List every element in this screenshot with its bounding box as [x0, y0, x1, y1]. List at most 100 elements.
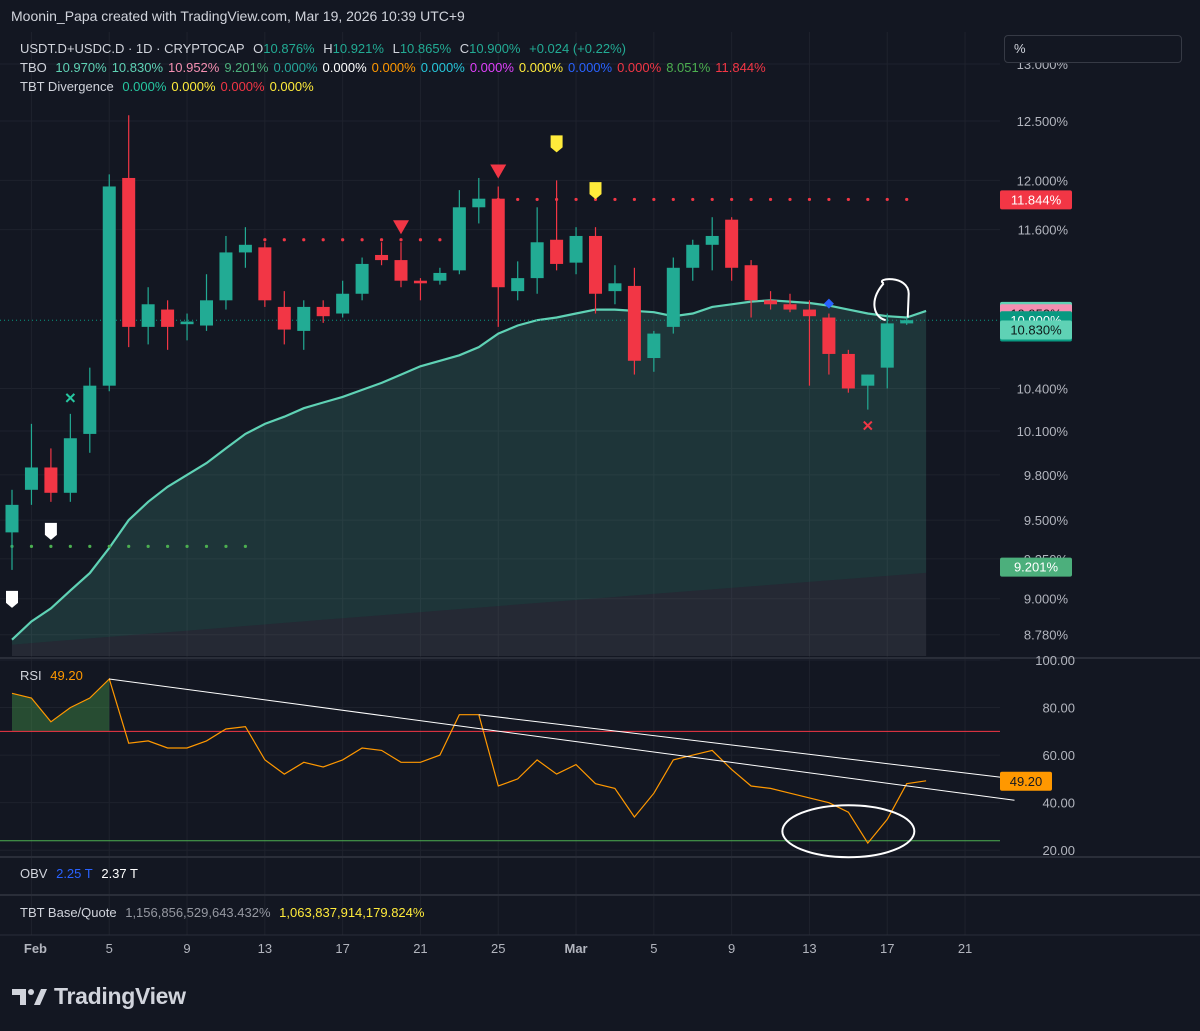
price-axis: 13.000%12.500%12.000%11.600%10.400%10.10… [1000, 57, 1075, 858]
candlestick-series [5, 115, 914, 570]
footer [0, 970, 1200, 1031]
candle-body [258, 247, 272, 301]
price-tick-7: 9.500% [1024, 513, 1069, 528]
candle-body [44, 467, 58, 493]
tradingview-logo-icon [12, 988, 47, 1005]
level-dot-0-14 [282, 238, 286, 242]
candle [511, 261, 525, 301]
tbo-lower-band [12, 572, 927, 656]
div-legend-value-2: 0.000% [220, 79, 265, 94]
tbt-base-quote-label[interactable]: TBT Base/Quote [20, 905, 117, 920]
level-dot-1-34 [671, 197, 675, 202]
candle-body [238, 244, 252, 253]
flag-marker [589, 182, 602, 200]
level-dot-1-27 [535, 197, 539, 202]
down-triangle-marker [393, 220, 409, 235]
candle-body [394, 260, 408, 281]
candle-body [647, 333, 661, 359]
tbo-legend-value-13: 11.844% [715, 60, 766, 75]
candle [122, 115, 136, 348]
rsi-legend: RSI 49.20 [20, 668, 88, 683]
candle-body [141, 304, 155, 327]
candle [550, 180, 564, 271]
tbt-base-quote-value-2: 1,063,837,914,179.824% [279, 905, 425, 920]
level-dot-1-29 [574, 197, 578, 202]
tbt-base-quote-legend: TBT Base/Quote 1,156,856,529,643.432% 1,… [20, 905, 429, 920]
symbol-title[interactable]: USDT.D+USDC.D · 1D · CRYPTOCAP [20, 41, 245, 56]
level-dot-2-9 [185, 544, 189, 548]
candle-body [122, 177, 136, 327]
candle [725, 217, 739, 281]
candle-body [83, 385, 97, 434]
level-dot-1-30 [593, 197, 598, 202]
level-dot-1-45 [885, 197, 889, 202]
level-dot-0-16 [321, 238, 325, 242]
candle-body [900, 320, 914, 324]
level-dot-2-1 [29, 544, 34, 548]
level-dot-2-5 [107, 544, 111, 548]
candle-body [511, 278, 525, 292]
candle-body [180, 321, 194, 325]
rsi-line [11, 677, 927, 845]
annotations [873, 278, 910, 322]
time-tick-3: 13 [258, 941, 272, 956]
level-dot-1-35 [691, 197, 695, 202]
scale-mode-label: % [1014, 41, 1026, 56]
candle [608, 265, 622, 305]
rsi-tick-2: 60.00 [1042, 748, 1075, 763]
candle [83, 367, 97, 453]
candle [433, 267, 447, 285]
obv-label[interactable]: OBV [20, 866, 48, 881]
level-dot-2-11 [224, 544, 228, 548]
flag-marker [550, 135, 563, 153]
candle [102, 174, 116, 392]
candle [44, 448, 58, 502]
price-tick-2: 12.000% [1017, 173, 1069, 188]
chart-canvas[interactable]: 13.000%12.500%12.000%11.600%10.400%10.10… [0, 0, 1200, 970]
hand-drawn-box-annotation [873, 278, 910, 322]
tbt-divergence-label[interactable]: TBT Divergence [20, 79, 114, 94]
rsi-label[interactable]: RSI [20, 668, 42, 683]
price-label-bg-0 [1000, 190, 1072, 210]
candle-body [608, 283, 622, 292]
candle-body [666, 267, 680, 327]
candle [238, 227, 252, 268]
level-dot-1-43 [846, 197, 850, 202]
tradingview-logo[interactable]: TradingView [12, 983, 186, 1010]
ohlc-low: L10.865% [392, 41, 452, 56]
candle [900, 317, 914, 325]
time-tick-9: 9 [728, 941, 735, 956]
level-dot-0-19 [379, 238, 384, 242]
candle [880, 313, 894, 389]
tbo-legend-value-10: 0.000% [568, 60, 613, 75]
tbo-legend-value-2: 10.952% [168, 60, 220, 75]
candle-body [550, 239, 564, 264]
candle-body [764, 300, 778, 305]
candle-body [413, 280, 427, 284]
price-tick-3: 11.600% [1018, 223, 1069, 238]
scale-mode-button[interactable]: % [1004, 35, 1182, 63]
level-dot-2-4 [88, 544, 92, 548]
tbo-label[interactable]: TBO [20, 60, 47, 75]
level-dot-1-32 [632, 197, 637, 202]
candle-body [375, 254, 389, 261]
candle [161, 300, 175, 350]
level-dot-0-18 [360, 238, 364, 242]
candle-body [219, 252, 233, 301]
candle [530, 207, 544, 294]
candle-body [530, 242, 544, 279]
obv-value-1: 2.25 T [56, 866, 93, 881]
rsi-tick-1: 80.00 [1042, 701, 1075, 716]
ohlc-high: H10.921% [323, 41, 384, 56]
candle [394, 242, 408, 288]
tbo-band-area [12, 300, 927, 656]
tbo-band-fill [12, 300, 927, 645]
candle-body [336, 293, 350, 314]
time-tick-12: 21 [958, 941, 972, 956]
rsi-trendline-1 [478, 714, 1015, 780]
level-dot-0-17 [341, 238, 345, 242]
level-dot-1-40 [788, 197, 792, 202]
level-dot-0-21 [418, 238, 423, 242]
cross-marker [863, 420, 873, 431]
candle [24, 423, 38, 505]
